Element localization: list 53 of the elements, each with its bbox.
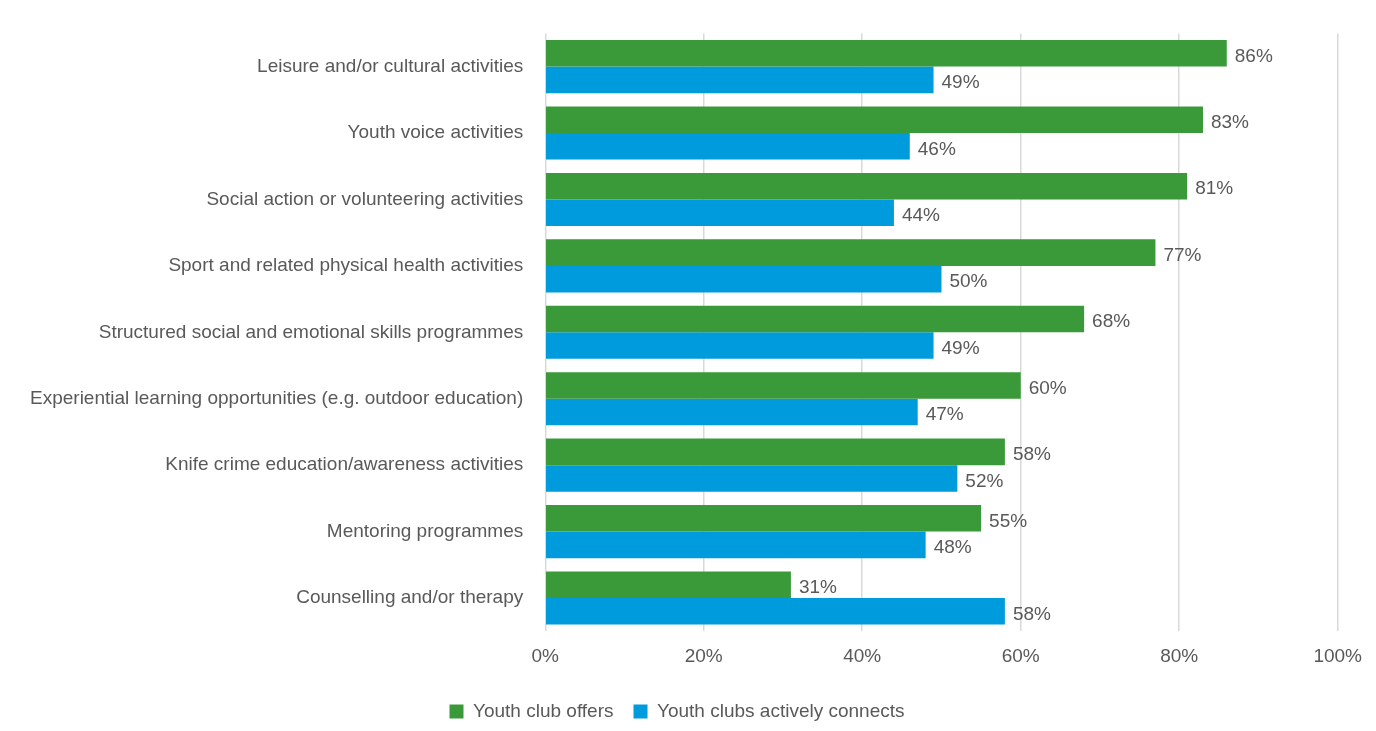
bar: [546, 133, 910, 160]
bar: [546, 199, 894, 227]
bar: [546, 597, 1005, 625]
data-label: 77%: [1163, 243, 1202, 265]
bar: [546, 40, 1227, 67]
x-tick-label: 100%: [1313, 644, 1363, 666]
bar: [546, 398, 918, 426]
data-label: 83%: [1210, 110, 1250, 132]
y-tick-label: Knife crime education/awareness activities: [165, 453, 524, 475]
data-label: 86%: [1234, 44, 1273, 66]
data-label: 44%: [901, 203, 941, 225]
bar: [546, 305, 1085, 333]
data-label: 50%: [949, 270, 988, 292]
y-tick-label: Sport and related physical health activities: [168, 254, 524, 276]
data-label: 58%: [1012, 602, 1052, 624]
bar: [546, 66, 934, 94]
y-tick-label: Experiential learning opportunities (e.g. outdoor education): [29, 386, 524, 408]
legend-label: Youth clubs actively connects: [657, 699, 905, 721]
bar: [546, 531, 926, 559]
y-tick-label: Social action or volunteering activities: [206, 187, 524, 209]
y-tick-label: Structured social and emotional skills programmes: [98, 320, 524, 342]
x-tick-label: 60%: [1001, 644, 1040, 666]
bar: [546, 571, 791, 598]
data-label: 81%: [1195, 177, 1234, 199]
x-tick-label: 20%: [684, 644, 723, 666]
bar: [546, 505, 982, 532]
bar: [546, 239, 1156, 266]
y-tick-label: Leisure and/or cultural activities: [257, 54, 524, 76]
bar: [546, 265, 942, 293]
data-label: 52%: [965, 469, 1004, 491]
data-label: 49%: [941, 71, 980, 93]
y-tick-label: Counselling and/or therapy: [296, 586, 524, 608]
data-label: 46%: [917, 137, 956, 159]
y-tick-label: Youth voice activities: [347, 121, 524, 143]
data-label: 49%: [941, 336, 980, 358]
data-label: 55%: [989, 509, 1028, 531]
bar: [546, 106, 1203, 134]
data-label: 68%: [1092, 310, 1131, 332]
bar: [546, 438, 1005, 466]
x-tick-label: 0%: [531, 644, 560, 666]
bar: [546, 372, 1021, 399]
y-tick-label: Mentoring programmes: [326, 519, 524, 541]
x-tick-label: 40%: [843, 644, 882, 666]
bar: [546, 465, 958, 492]
data-label: 60%: [1028, 376, 1067, 398]
data-label: 47%: [925, 403, 964, 425]
bar: [546, 332, 934, 359]
data-label: 31%: [798, 575, 838, 597]
x-tick-label: 80%: [1160, 644, 1199, 666]
data-label: 48%: [933, 536, 972, 558]
data-label: 58%: [1012, 443, 1052, 465]
legend-label: Youth club offers: [473, 699, 614, 721]
bar: [546, 172, 1188, 200]
